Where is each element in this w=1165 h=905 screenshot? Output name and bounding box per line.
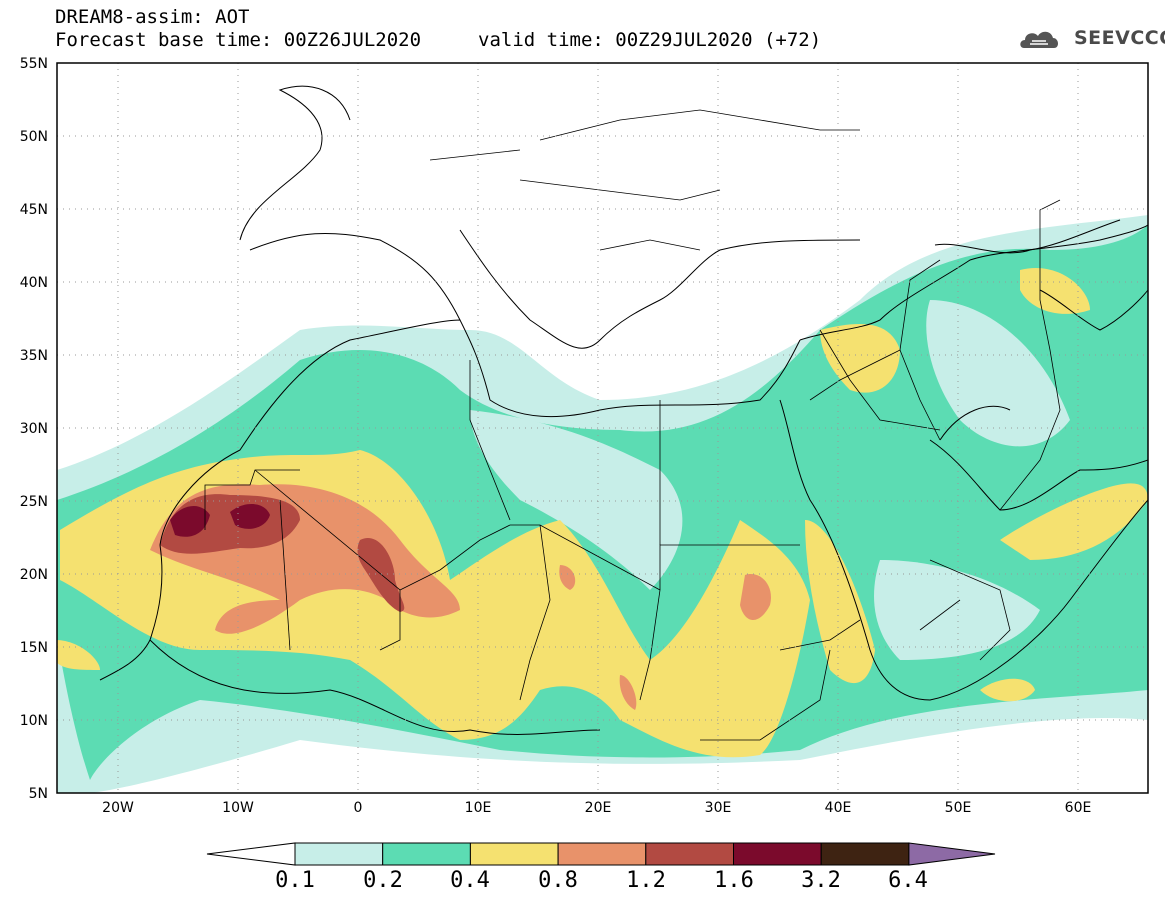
colorbar (206, 842, 996, 866)
lat-tick: 15N (20, 640, 48, 656)
valid-time: valid time: 00Z29JUL2020 (+72) (478, 29, 822, 51)
lat-tick: 20N (20, 567, 48, 583)
colorbar-swatch (294, 842, 384, 866)
aot-band-1.6 (170, 505, 210, 537)
lat-tick: 50N (20, 129, 48, 145)
colorbar-swatch (733, 842, 822, 866)
forecast-base-time: Forecast base time: 00Z26JUL2020 (55, 29, 422, 51)
lat-tick: 5N (29, 786, 48, 802)
lon-tick: 0 (354, 800, 363, 816)
colorbar-swatch (820, 842, 910, 866)
aot-field (57, 63, 1148, 793)
colorbar-label: 1.6 (714, 868, 754, 893)
colorbar-label: 0.1 (275, 868, 315, 893)
colorbar-label: 6.4 (888, 868, 928, 893)
lon-tick: 50E (945, 800, 972, 816)
lon-tick: 10W (222, 800, 254, 816)
colorbar-label: 0.8 (538, 868, 578, 893)
lon-tick: 10E (465, 800, 492, 816)
lon-tick: 30E (705, 800, 732, 816)
lat-tick: 25N (20, 494, 48, 510)
colorbar-swatch (469, 842, 559, 866)
colorbar-swatch (557, 842, 647, 866)
lat-tick: 45N (20, 202, 48, 218)
lat-axis: 5N 10N 15N 20N 25N 30N 35N 40N 45N 50N 5… (20, 56, 48, 802)
colorbar-label: 0.4 (450, 868, 490, 893)
lat-tick: 55N (20, 56, 48, 72)
colorbar-label: 0.2 (363, 868, 403, 893)
colorbar-overflow-arrow (908, 842, 996, 866)
lon-tick: 40E (825, 800, 852, 816)
lon-tick: 20W (102, 800, 134, 816)
map-title: DREAM8-assim: AOT (55, 6, 250, 28)
lat-tick: 30N (20, 421, 48, 437)
logo-text: SEEVCCC (1074, 27, 1165, 49)
colorbar-swatch (382, 842, 471, 866)
lon-tick: 20E (585, 800, 612, 816)
lat-tick: 10N (20, 713, 48, 729)
colorbar-underflow-arrow (206, 842, 296, 866)
colorbar-label: 3.2 (801, 868, 841, 893)
lon-tick: 60E (1065, 800, 1092, 816)
cloud-icon (1020, 31, 1059, 48)
lat-tick: 40N (20, 275, 48, 291)
map-frame (56, 62, 1149, 794)
lon-axis: 20W 10W 0 10E 20E 30E 40E 50E 60E (102, 800, 1091, 816)
colorbar-swatch (645, 842, 734, 866)
coastlines (99, 85, 1148, 735)
colorbar-label: 1.2 (626, 868, 666, 893)
country-borders (204, 109, 1061, 741)
lat-tick: 35N (20, 348, 48, 364)
